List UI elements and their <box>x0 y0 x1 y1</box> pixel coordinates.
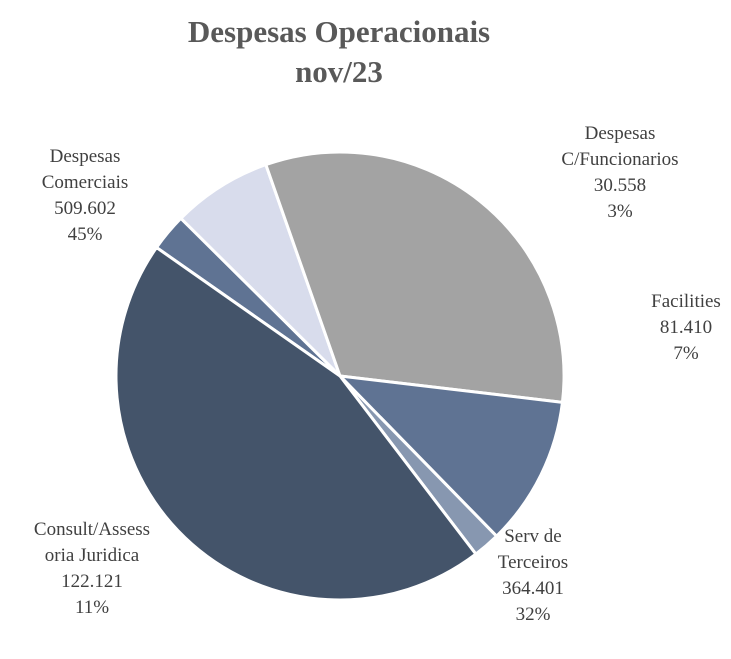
pie-slices <box>114 150 566 602</box>
chart-subtitle: nov/23 <box>295 54 383 89</box>
slice-label: Serv de <box>504 526 562 547</box>
pie-slice <box>179 163 342 378</box>
slice-value: 122.121 <box>61 571 123 592</box>
slice-percent: 45% <box>68 224 103 245</box>
slice-value: 364.401 <box>502 578 564 599</box>
pie-slice <box>114 246 478 602</box>
pie-slice <box>338 374 564 538</box>
slice-percent: 32% <box>516 604 551 625</box>
slice-percent: 3% <box>607 201 633 222</box>
slice-value: 81.410 <box>660 317 712 338</box>
slice-label: Consult/Assess <box>34 519 150 540</box>
slice-label: Terceiros <box>498 552 568 573</box>
slice-value: 509.602 <box>54 198 116 219</box>
slice-label: Facilities <box>651 291 721 312</box>
pie-labels: Despesas C/Funcionarios 30.558 3% Facilities… <box>34 123 721 625</box>
slice-label: oria Juridica <box>45 545 140 566</box>
slice-percent: 11% <box>75 597 109 618</box>
slice-label: Despesas <box>50 146 121 167</box>
slice-label: Comerciais <box>42 172 129 193</box>
slice-value: 30.558 <box>594 175 646 196</box>
pie-slice <box>264 150 566 404</box>
slice-label: C/Funcionarios <box>561 149 678 170</box>
slice-percent: 7% <box>673 343 699 364</box>
slice-label: Despesas <box>585 123 656 144</box>
chart-title: Despesas Operacionais <box>188 14 490 49</box>
